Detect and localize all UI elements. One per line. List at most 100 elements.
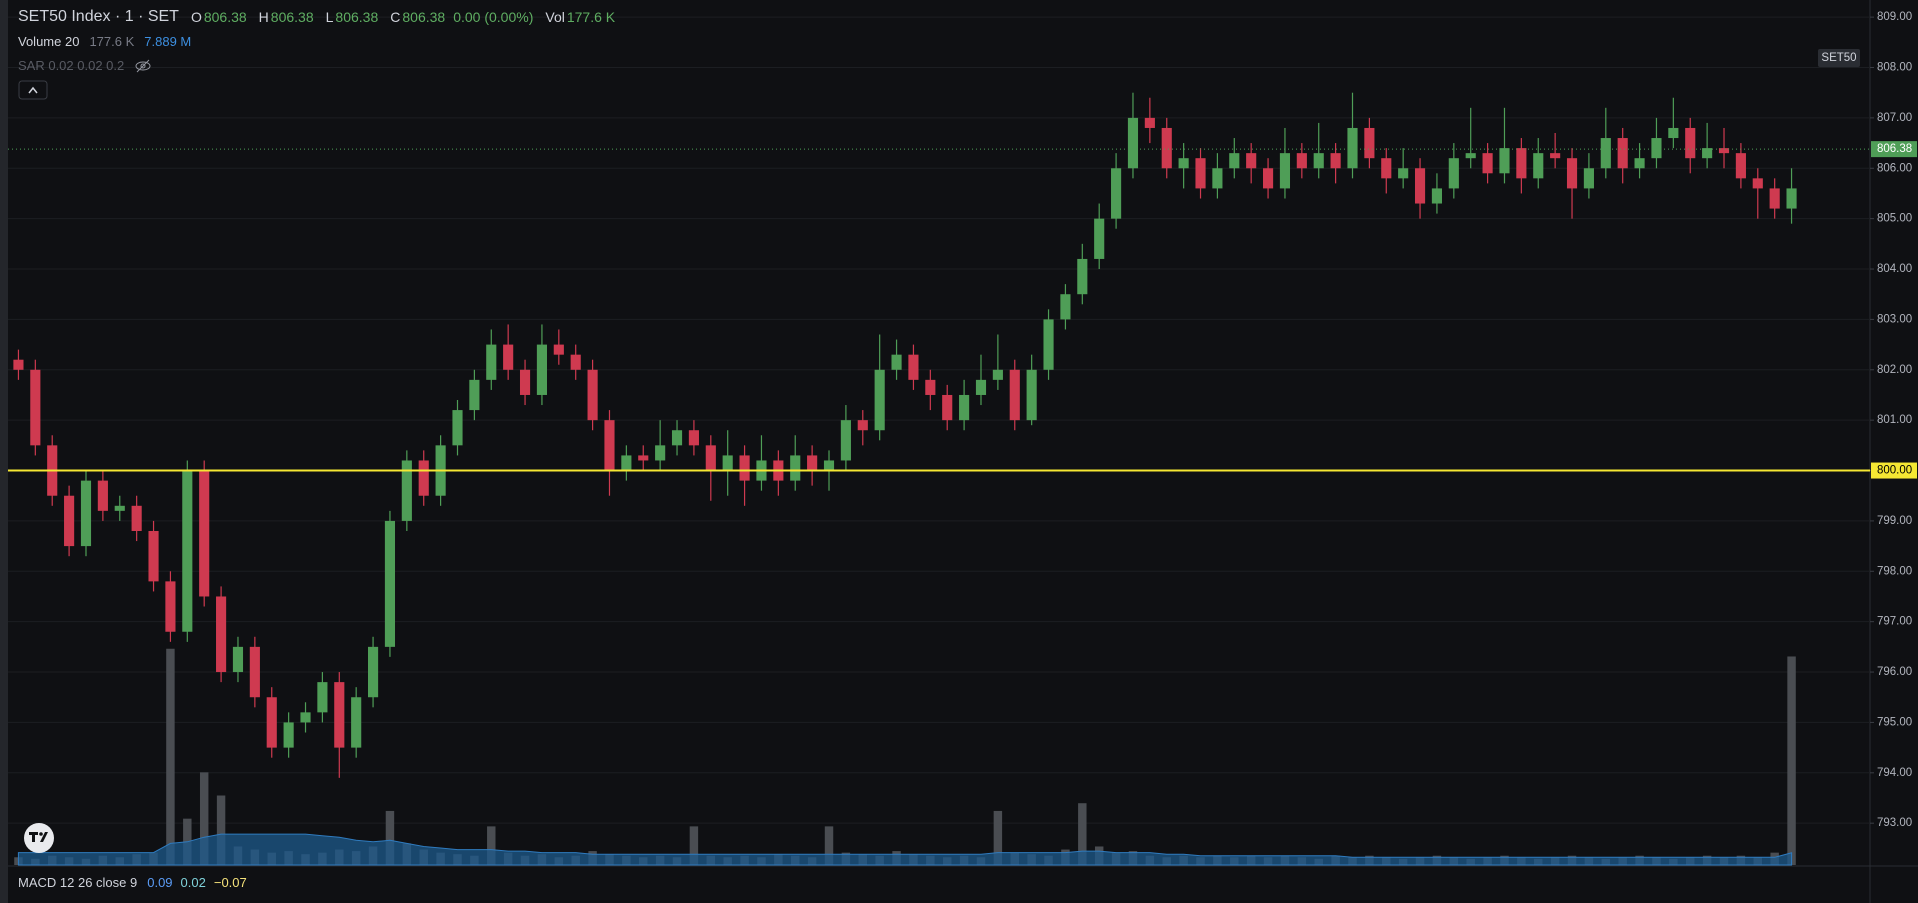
candle-body [739,455,750,481]
candle-body [638,455,649,461]
candle-body [64,495,75,547]
candle-body [1178,158,1189,169]
candle-body [1718,148,1730,154]
candle-body [722,455,733,471]
candle-body [97,480,108,511]
candle-body [452,410,463,446]
volume-bar [487,826,496,865]
ohlc-value: 806.38 [270,9,314,25]
level-label-box [1871,462,1917,479]
candle-body [975,379,987,395]
left-border [0,0,8,903]
candle-body [1229,153,1240,169]
volume-bar [1078,803,1087,865]
indicator-value: 7.889 M [144,34,192,49]
ohlc-label: H [258,9,269,25]
candle-body [519,369,531,395]
candle-body [1583,168,1594,189]
candle-body [80,480,92,547]
ohlc-value: 806.38 [335,9,379,25]
y-tick-label: 799.00 [1877,515,1912,527]
candle-body [621,455,632,471]
y-tick-label: 794.00 [1877,767,1912,779]
ohlc-value: 806.38 [402,9,446,25]
candle-body [1127,117,1139,169]
volume-layer [14,648,1796,866]
change-value: 0.00 (0.00%) [453,9,534,25]
candle-body [1702,148,1713,159]
candle-body [807,455,818,471]
indicator-name[interactable]: Volume 20 [18,34,80,49]
y-tick-label: 793.00 [1877,817,1912,829]
volume-bar [216,795,226,865]
y-tick-label: 797.00 [1877,616,1912,628]
candle-body [1212,168,1223,189]
candle-body [570,354,581,370]
candle-body [857,420,868,431]
candle-body [688,430,699,446]
candle-body [553,344,564,355]
candle-body [1566,158,1578,189]
indicator-name[interactable]: SAR 0.02 0.02 0.2 [18,58,125,73]
candle-body [334,682,345,748]
volume-ma-area [17,833,1793,866]
candle-body [671,430,683,446]
candle-body [368,646,379,698]
candle-body [1381,158,1392,179]
candle-body [249,646,260,698]
collapse-button[interactable] [18,80,48,100]
indicator-name[interactable]: MACD 12 26 close 9 [18,875,138,890]
candle-body [1482,153,1493,174]
candle-body [823,460,835,471]
candle-body [1026,369,1037,421]
symbol-title[interactable]: SET50 Index · 1 · SET [18,8,179,25]
candle-body [401,460,412,521]
candle-body [469,379,480,411]
ohlc-value: 806.38 [203,9,247,25]
candle-body [1364,127,1375,159]
candle-body [1195,158,1206,189]
ohlc-label: L [325,9,334,25]
candle-body [1735,153,1746,179]
tv-logo [24,823,54,853]
candle-body [587,369,598,421]
candle-body [1431,188,1442,204]
candle-body [1296,153,1307,169]
candle-body [840,420,851,461]
candle-body [959,394,970,421]
candle-body [908,354,919,380]
candle-body [182,470,193,632]
candle-body [536,344,547,395]
candle-body [1330,153,1341,169]
y-tick-label: 798.00 [1877,565,1912,577]
volume-bar [199,772,209,865]
volume-bar [166,648,175,865]
candle-body [13,359,24,370]
candle-body [418,460,429,496]
candle-body [1769,188,1780,209]
candle-body [1246,153,1257,169]
candle-body [486,344,497,380]
candle-body [1600,138,1611,169]
candle-layer [13,92,1797,778]
ohlc-label: O [190,9,202,25]
candle-body [1111,168,1122,219]
candle-body [503,344,514,370]
candle-body [1077,258,1088,295]
candle-body [351,697,362,748]
candle-body [1533,153,1544,179]
candle-body [1161,127,1172,169]
indicator-value: 177.6 K [89,34,135,49]
last-price-box [1871,141,1917,158]
sar-legend: SAR 0.02 0.02 0.2 [18,58,152,73]
hidden-icon[interactable] [134,59,152,73]
candle-body [165,581,176,632]
y-tick-label: 802.00 [1877,364,1912,376]
volume-bar [993,810,1003,865]
candle-body [1398,168,1409,179]
candle-body [232,646,244,673]
level-label: 800.00 [1877,465,1912,477]
